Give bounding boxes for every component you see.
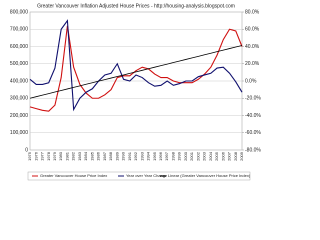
chart: Greater Vancouver Inflation Adjusted Hou… [0,0,272,186]
x-tick-label: 1993 [139,151,144,161]
x-tick-label: 1997 [164,151,169,161]
x-tick-label: 1975 [27,151,32,161]
y-tick-label: 0 [25,147,28,153]
x-tick-label: 1994 [146,151,151,161]
y-tick-label: 700,000 [10,27,28,33]
y-tick-label: 100,000 [10,130,28,136]
x-tick-label: 1988 [108,151,113,161]
y2-tick-label: -60.0% [245,130,261,136]
x-tick-label: 1979 [52,151,57,161]
x-tick-label: 1989 [114,151,119,161]
x-tick-label: 1995 [152,151,157,161]
x-tick-label: 2005 [214,151,219,161]
y2-tick-label: -20.0% [245,96,261,102]
y2-tick-label: 80.0% [245,9,260,15]
series-line [29,45,243,99]
y-tick-label: 600,000 [10,44,28,50]
legend-label: Greater Vancouver House Price Index [40,173,107,178]
x-tick-label: 1996 [158,151,163,161]
x-tick-label: 1986 [96,151,101,161]
x-tick-label: 2003 [202,151,207,161]
y2-tick-label: -80.0% [245,147,261,153]
y2-tick-label: 0.0% [245,78,257,84]
chart-title: Greater Vancouver Inflation Adjusted Hou… [37,3,235,9]
x-tick-label: 1978 [46,151,51,161]
legend-label: Linear (Greater Vancouver House Price In… [168,173,251,178]
x-tick-label: 2007 [227,151,232,161]
x-tick-label: 1985 [89,151,94,161]
x-tick-label: 1982 [71,151,76,161]
x-tick-label: 2009 [239,151,244,161]
x-tick-label: 1976 [33,151,38,161]
x-tick-label: 1992 [133,151,138,161]
y2-tick-label: 40.0% [245,44,260,50]
x-tick-label: 2004 [208,151,213,161]
y2-tick-label: 60.0% [245,27,260,33]
x-tick-label: 1987 [102,151,107,161]
background [0,0,272,186]
legend-label: Year over Year Change [126,173,168,178]
y2-tick-label: 20.0% [245,61,260,67]
y-tick-label: 400,000 [10,78,28,84]
x-tick-label: 2000 [183,151,188,161]
x-tick-label: 2008 [233,151,238,161]
x-tick-label: 1999 [177,151,182,161]
x-tick-label: 1998 [170,151,175,161]
y-tick-label: 500,000 [10,61,28,67]
y2-tick-label: -40.0% [245,113,261,119]
x-tick-label: 2002 [195,151,200,161]
x-tick-label: 1984 [83,151,88,161]
x-tick-label: 1983 [77,151,82,161]
series-line [29,25,243,112]
x-tick-label: 1977 [40,151,45,161]
legend [27,171,251,181]
x-tick-label: 2001 [189,151,194,161]
x-tick-label: 1980 [58,151,63,161]
y-tick-label: 800,000 [10,9,28,15]
x-tick-label: 1991 [127,151,132,161]
y-tick-label: 300,000 [10,96,28,102]
x-tick-label: 1990 [121,151,126,161]
series-line [29,19,243,112]
y-tick-label: 200,000 [10,113,28,119]
x-tick-label: 2006 [220,151,225,161]
x-tick-label: 1981 [64,151,69,161]
